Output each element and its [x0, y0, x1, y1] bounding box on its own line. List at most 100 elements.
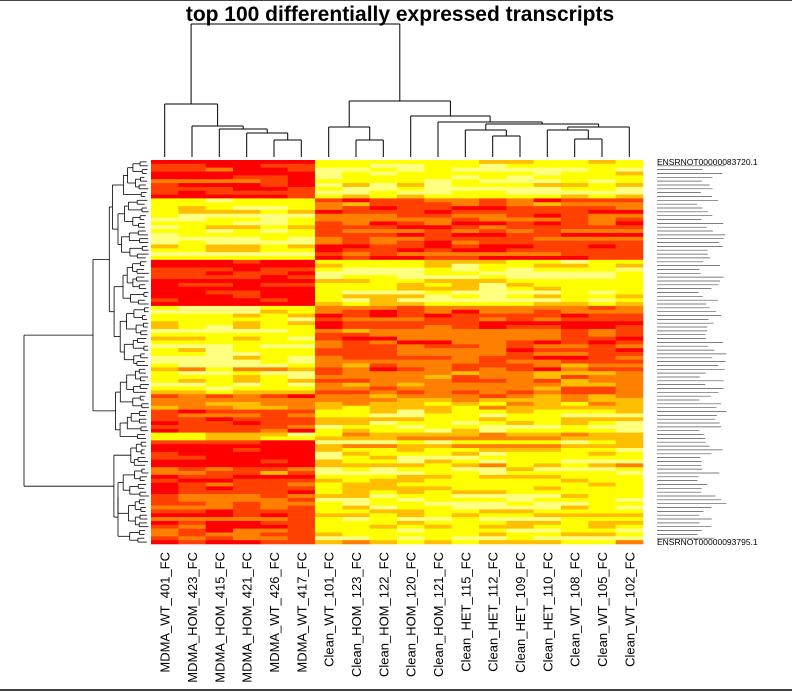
heatmap-cell — [615, 267, 644, 272]
heatmap-cell — [260, 290, 288, 295]
heatmap-cell — [424, 359, 452, 364]
heatmap-cell — [287, 309, 316, 314]
heatmap-cell — [369, 302, 398, 307]
heatmap-cell — [342, 401, 370, 407]
heatmap-cell — [397, 428, 425, 433]
heatmap-cell — [533, 282, 562, 288]
heatmap-cell — [315, 206, 343, 211]
heatmap-cell — [451, 375, 480, 380]
heatmap-cell — [233, 167, 261, 172]
heatmap-cell — [561, 171, 589, 176]
heatmap-cell — [342, 217, 370, 222]
heatmap-cell — [260, 313, 288, 318]
heatmap-cell — [287, 252, 316, 257]
heatmap-cell — [178, 206, 206, 211]
heatmap-cell — [369, 532, 398, 537]
heatmap-cell — [342, 359, 370, 364]
heatmap-cell — [451, 271, 480, 276]
heatmap-cell — [588, 471, 616, 476]
heatmap-cell — [287, 179, 316, 184]
heatmap-cell — [315, 421, 343, 426]
heatmap-cell — [178, 171, 206, 176]
heatmap-cell — [233, 279, 261, 284]
heatmap-cell — [479, 279, 507, 284]
heatmap-cell — [151, 332, 179, 337]
heatmap-cell — [588, 183, 616, 188]
heatmap-cell — [588, 336, 616, 341]
heatmap-cell — [233, 313, 261, 318]
heatmap-cell — [315, 302, 343, 307]
heatmap-cell — [369, 194, 398, 199]
heatmap-cell — [588, 455, 616, 460]
heatmap-cell — [342, 236, 370, 241]
heatmap-cell — [315, 428, 343, 433]
heatmap-cell — [260, 375, 288, 380]
heatmap-cell — [615, 497, 644, 503]
heatmap-cell — [479, 513, 507, 518]
heatmap-cell — [479, 206, 507, 211]
heatmap-cell — [315, 524, 343, 529]
heatmap-cell — [561, 160, 589, 165]
heatmap-cell — [588, 528, 616, 533]
heatmap-cell — [451, 302, 480, 307]
heatmap-cell — [533, 171, 562, 176]
heatmap-cell — [205, 256, 234, 261]
heatmap-cell — [397, 332, 425, 337]
heatmap-cell — [588, 309, 616, 314]
heatmap-cell — [342, 309, 370, 314]
heatmap-cell — [561, 252, 589, 257]
heatmap-cell — [533, 517, 562, 522]
heatmap-cell — [178, 474, 206, 480]
heatmap-cell — [506, 540, 534, 545]
heatmap-cell — [561, 183, 589, 188]
heatmap-cell — [315, 240, 343, 245]
heatmap-cell — [205, 490, 234, 495]
heatmap-cell — [588, 363, 616, 368]
heatmap-cell — [533, 459, 562, 464]
heatmap-cell — [369, 398, 398, 403]
heatmap-cell — [315, 332, 343, 337]
heatmap-cell — [588, 413, 616, 418]
heatmap-cell — [315, 501, 343, 506]
heatmap-cell — [451, 486, 480, 491]
heatmap-cell — [315, 267, 343, 272]
heatmap-cell — [260, 386, 288, 391]
heatmap-cell — [588, 405, 616, 410]
heatmap-cell — [369, 517, 398, 522]
heatmap-cell — [151, 336, 179, 341]
heatmap-cell — [424, 328, 452, 334]
heatmap-cell — [451, 517, 480, 522]
heatmap-cell — [451, 520, 480, 526]
heatmap-cell — [615, 463, 644, 468]
heatmap-cell — [315, 298, 343, 303]
heatmap-cell — [424, 279, 452, 284]
heatmap-cell — [533, 252, 562, 257]
heatmap-cell — [615, 240, 644, 245]
heatmap-cell — [615, 271, 644, 276]
heatmap-cell — [151, 378, 179, 384]
heatmap-cell — [369, 179, 398, 184]
heatmap-cell — [506, 405, 534, 410]
heatmap-cell — [205, 328, 234, 334]
heatmap-cell — [233, 317, 261, 322]
heatmap-cell — [397, 198, 425, 203]
heatmap-cell — [479, 267, 507, 272]
heatmap-cell — [479, 298, 507, 303]
heatmap-cell — [205, 206, 234, 211]
heatmap-cell — [178, 448, 206, 453]
heatmap-cell — [287, 471, 316, 476]
heatmap-cell — [205, 160, 234, 165]
heatmap-cell — [315, 528, 343, 533]
heatmap-cell — [506, 390, 534, 395]
heatmap-cell — [561, 275, 589, 280]
heatmap-cell — [615, 375, 644, 380]
heatmap-cell — [315, 225, 343, 230]
heatmap-cell — [205, 494, 234, 499]
heatmap-cell — [588, 240, 616, 245]
heatmap-cell — [533, 540, 562, 545]
heatmap-cell — [151, 167, 179, 172]
heatmap-cell — [506, 232, 534, 238]
heatmap-cell — [205, 390, 234, 395]
heatmap-cell — [397, 309, 425, 314]
heatmap-cell — [342, 248, 370, 253]
